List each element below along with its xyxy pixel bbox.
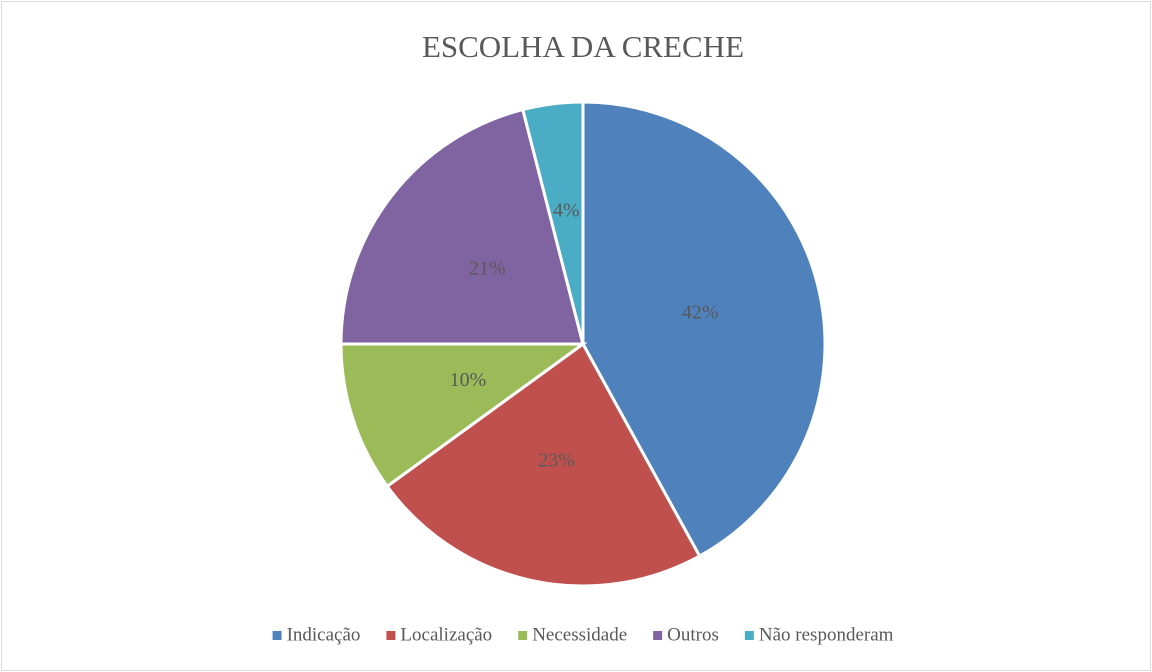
legend-label: Indicação xyxy=(287,624,361,645)
legend-label: Outros xyxy=(667,624,719,645)
pie-slice xyxy=(339,342,588,489)
data-label: 21% xyxy=(469,257,506,279)
data-label: 10% xyxy=(450,369,487,391)
pie-slice xyxy=(339,107,585,346)
data-label: 4% xyxy=(553,200,580,222)
legend-swatch xyxy=(744,631,754,640)
chart-title: ESCOLHA DA CRECHE xyxy=(422,29,744,64)
legend-swatch xyxy=(653,631,663,640)
data-label: 23% xyxy=(538,450,575,472)
pie-slice xyxy=(385,341,702,588)
legend-label: Necessidade xyxy=(532,624,627,645)
legend-swatch xyxy=(386,631,396,640)
legend-label: Não responderam xyxy=(759,624,894,645)
legend-swatch xyxy=(518,631,528,640)
pie-slice xyxy=(520,100,585,345)
pie-slice xyxy=(581,100,827,559)
legend-swatch xyxy=(272,631,282,640)
data-label: 42% xyxy=(682,302,719,324)
legend-label: Localização xyxy=(400,624,492,645)
